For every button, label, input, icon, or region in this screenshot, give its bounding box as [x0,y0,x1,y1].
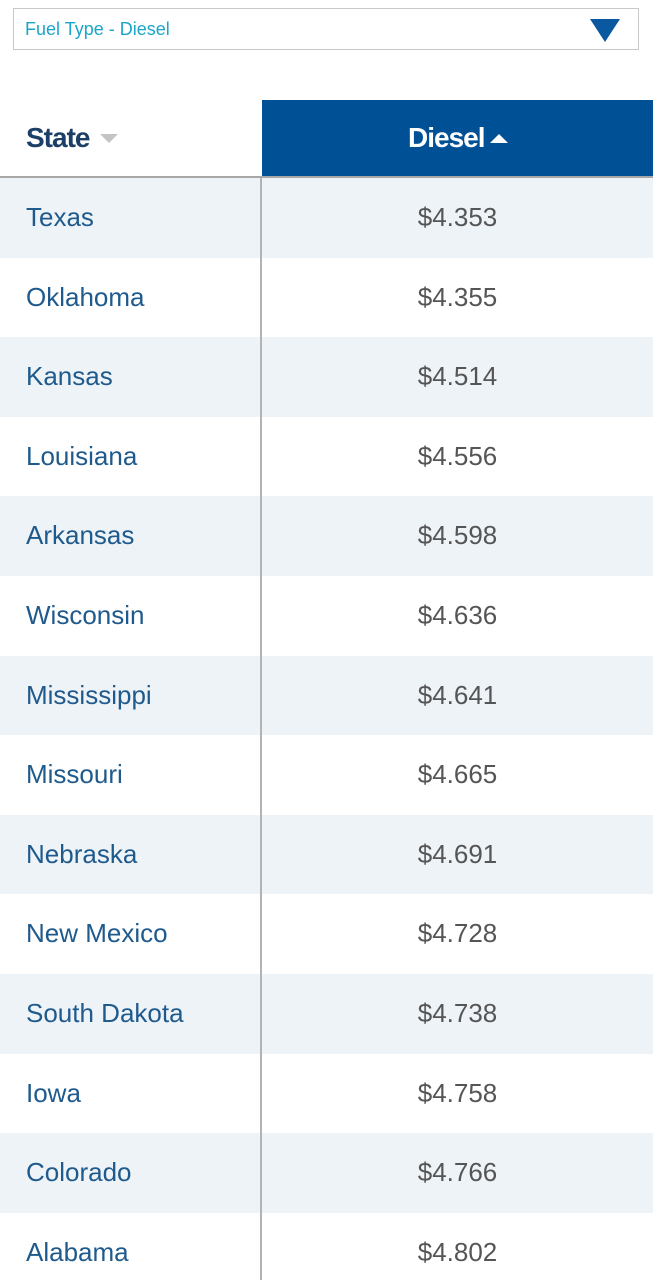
state-cell: New Mexico [26,918,168,949]
table-row: Oklahoma $4.355 [0,258,653,338]
diesel-header[interactable]: Diesel [262,100,653,177]
table-body: Texas $4.353 Oklahoma $4.355 Kansas $4.514 Lou… [0,178,653,1280]
table-row: Alabama $4.802 [0,1213,653,1280]
price-cell: $4.641 [417,679,498,710]
state-cell: Missouri [26,759,123,790]
state-cell: Alabama [26,1236,129,1267]
sort-arrow [100,134,118,143]
column-divider [260,178,262,1280]
table-row: New Mexico $4.728 [0,894,653,974]
state-cell: Kansas [26,361,113,392]
state-cell: South Dakota [26,997,184,1028]
table-row: Wisconsin $4.636 [0,576,653,656]
state-header[interactable]: State [0,100,261,177]
dropdown-label: Fuel Type - Diesel [25,19,170,39]
price-cell: $4.598 [417,520,498,551]
table-row: Missouri $4.665 [0,735,653,815]
header-text: State [26,122,90,153]
price-cell: $4.665 [417,759,498,790]
table-row: Mississippi $4.641 [0,655,653,736]
state-cell: Iowa [26,1077,81,1108]
price-cell: $4.556 [417,440,498,471]
price-cell: $4.802 [417,1236,498,1267]
price-cell: $4.353 [417,202,498,232]
table-row: Louisiana $4.556 [0,417,653,497]
fuel-type-dropdown[interactable]: Fuel Type - Diesel [13,8,639,50]
state-cell: Arkansas [26,520,135,551]
state-cell: Nebraska [26,838,138,869]
table-row: Texas $4.353 [0,178,653,258]
table-row: Kansas $4.514 [0,337,653,417]
header-text: Diesel [408,122,485,153]
header-rule [0,176,653,178]
price-cell: $4.691 [417,838,498,869]
sort-arrow [490,134,508,143]
state-cell: Colorado [26,1157,132,1188]
price-cell: $4.728 [417,918,498,949]
table-row: Colorado $4.766 [0,1133,653,1213]
price-cell: $4.514 [417,361,498,392]
table-row: Iowa $4.758 [0,1054,653,1134]
state-cell: Texas [26,202,94,232]
price-cell: $4.758 [417,1077,498,1108]
dropdown-arrow [590,19,620,42]
table-row: South Dakota $4.738 [0,973,653,1054]
price-cell: $4.636 [417,599,498,630]
table-row: Arkansas $4.598 [0,496,653,576]
state-cell: Louisiana [26,440,138,471]
state-cell: Wisconsin [26,599,145,630]
state-cell: Mississippi [26,679,152,710]
price-cell: $4.738 [417,997,498,1028]
price-cell: $4.355 [417,281,498,312]
price-cell: $4.766 [417,1157,498,1188]
table-row: Nebraska $4.691 [0,814,653,895]
state-cell: Oklahoma [26,281,145,312]
